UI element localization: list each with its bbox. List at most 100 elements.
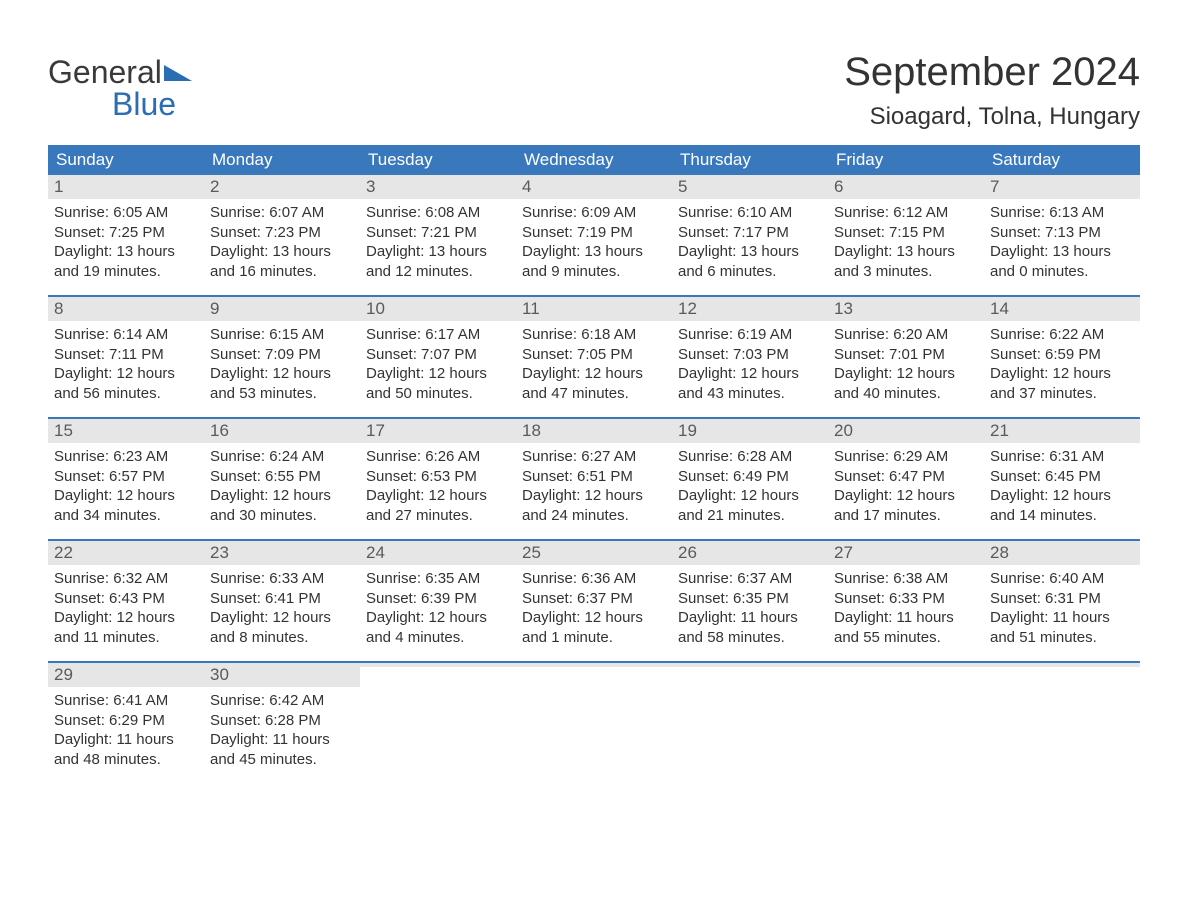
sunrise-line: Sunrise: 6:37 AM xyxy=(678,569,822,589)
daylight-line: Daylight: 13 hours and 19 minutes. xyxy=(54,242,198,281)
day-info: Sunrise: 6:05 AMSunset: 7:25 PMDaylight:… xyxy=(48,199,204,281)
sunrise-line: Sunrise: 6:19 AM xyxy=(678,325,822,345)
day-info: Sunrise: 6:36 AMSunset: 6:37 PMDaylight:… xyxy=(516,565,672,647)
sunset-line: Sunset: 7:19 PM xyxy=(522,223,666,243)
sunrise-line: Sunrise: 6:40 AM xyxy=(990,569,1134,589)
day-info: Sunrise: 6:12 AMSunset: 7:15 PMDaylight:… xyxy=(828,199,984,281)
sunset-line: Sunset: 6:49 PM xyxy=(678,467,822,487)
daylight-line: Daylight: 13 hours and 0 minutes. xyxy=(990,242,1134,281)
day-info: Sunrise: 6:27 AMSunset: 6:51 PMDaylight:… xyxy=(516,443,672,525)
sunrise-line: Sunrise: 6:33 AM xyxy=(210,569,354,589)
day-number: 21 xyxy=(984,419,1140,443)
day-number: 6 xyxy=(828,175,984,199)
daylight-line: Daylight: 12 hours and 17 minutes. xyxy=(834,486,978,525)
sunrise-line: Sunrise: 6:42 AM xyxy=(210,691,354,711)
sunset-line: Sunset: 7:17 PM xyxy=(678,223,822,243)
calendar-day-cell: 8Sunrise: 6:14 AMSunset: 7:11 PMDaylight… xyxy=(48,297,204,403)
weekday-header-cell: Tuesday xyxy=(360,150,516,170)
sunset-line: Sunset: 6:53 PM xyxy=(366,467,510,487)
sunset-line: Sunset: 6:47 PM xyxy=(834,467,978,487)
daylight-line: Daylight: 13 hours and 6 minutes. xyxy=(678,242,822,281)
weekday-header-cell: Monday xyxy=(204,150,360,170)
calendar: SundayMondayTuesdayWednesdayThursdayFrid… xyxy=(48,145,1140,769)
day-info: Sunrise: 6:24 AMSunset: 6:55 PMDaylight:… xyxy=(204,443,360,525)
daylight-line: Daylight: 12 hours and 4 minutes. xyxy=(366,608,510,647)
daylight-line: Daylight: 11 hours and 51 minutes. xyxy=(990,608,1134,647)
day-number: 28 xyxy=(984,541,1140,565)
daylight-line: Daylight: 11 hours and 45 minutes. xyxy=(210,730,354,769)
calendar-day-cell: 20Sunrise: 6:29 AMSunset: 6:47 PMDayligh… xyxy=(828,419,984,525)
calendar-day-cell: 22Sunrise: 6:32 AMSunset: 6:43 PMDayligh… xyxy=(48,541,204,647)
day-number: 4 xyxy=(516,175,672,199)
calendar-day-cell xyxy=(828,663,984,769)
calendar-week: 1Sunrise: 6:05 AMSunset: 7:25 PMDaylight… xyxy=(48,175,1140,281)
day-info: Sunrise: 6:42 AMSunset: 6:28 PMDaylight:… xyxy=(204,687,360,769)
logo-text-blue: Blue xyxy=(112,86,176,122)
day-info: Sunrise: 6:13 AMSunset: 7:13 PMDaylight:… xyxy=(984,199,1140,281)
sunset-line: Sunset: 7:25 PM xyxy=(54,223,198,243)
sunset-line: Sunset: 6:45 PM xyxy=(990,467,1134,487)
sunrise-line: Sunrise: 6:12 AM xyxy=(834,203,978,223)
day-number: 19 xyxy=(672,419,828,443)
sunrise-line: Sunrise: 6:27 AM xyxy=(522,447,666,467)
weekday-header-cell: Sunday xyxy=(48,150,204,170)
calendar-day-cell xyxy=(984,663,1140,769)
calendar-day-cell: 25Sunrise: 6:36 AMSunset: 6:37 PMDayligh… xyxy=(516,541,672,647)
sunrise-line: Sunrise: 6:36 AM xyxy=(522,569,666,589)
day-number: 26 xyxy=(672,541,828,565)
sunset-line: Sunset: 7:13 PM xyxy=(990,223,1134,243)
day-number: 18 xyxy=(516,419,672,443)
sunrise-line: Sunrise: 6:18 AM xyxy=(522,325,666,345)
calendar-day-cell: 9Sunrise: 6:15 AMSunset: 7:09 PMDaylight… xyxy=(204,297,360,403)
calendar-day-cell: 3Sunrise: 6:08 AMSunset: 7:21 PMDaylight… xyxy=(360,175,516,281)
day-info: Sunrise: 6:19 AMSunset: 7:03 PMDaylight:… xyxy=(672,321,828,403)
calendar-day-cell: 17Sunrise: 6:26 AMSunset: 6:53 PMDayligh… xyxy=(360,419,516,525)
day-info: Sunrise: 6:32 AMSunset: 6:43 PMDaylight:… xyxy=(48,565,204,647)
sunset-line: Sunset: 7:23 PM xyxy=(210,223,354,243)
calendar-day-cell: 12Sunrise: 6:19 AMSunset: 7:03 PMDayligh… xyxy=(672,297,828,403)
sunrise-line: Sunrise: 6:05 AM xyxy=(54,203,198,223)
calendar-day-cell: 2Sunrise: 6:07 AMSunset: 7:23 PMDaylight… xyxy=(204,175,360,281)
sunrise-line: Sunrise: 6:35 AM xyxy=(366,569,510,589)
sunrise-line: Sunrise: 6:08 AM xyxy=(366,203,510,223)
weekday-header-row: SundayMondayTuesdayWednesdayThursdayFrid… xyxy=(48,145,1140,175)
sunset-line: Sunset: 6:29 PM xyxy=(54,711,198,731)
day-info: Sunrise: 6:22 AMSunset: 6:59 PMDaylight:… xyxy=(984,321,1140,403)
day-number: 22 xyxy=(48,541,204,565)
sunset-line: Sunset: 6:59 PM xyxy=(990,345,1134,365)
day-info: Sunrise: 6:17 AMSunset: 7:07 PMDaylight:… xyxy=(360,321,516,403)
daylight-line: Daylight: 13 hours and 12 minutes. xyxy=(366,242,510,281)
calendar-day-cell: 30Sunrise: 6:42 AMSunset: 6:28 PMDayligh… xyxy=(204,663,360,769)
sunrise-line: Sunrise: 6:26 AM xyxy=(366,447,510,467)
daylight-line: Daylight: 12 hours and 50 minutes. xyxy=(366,364,510,403)
day-info: Sunrise: 6:18 AMSunset: 7:05 PMDaylight:… xyxy=(516,321,672,403)
calendar-week: 29Sunrise: 6:41 AMSunset: 6:29 PMDayligh… xyxy=(48,661,1140,769)
calendar-day-cell: 23Sunrise: 6:33 AMSunset: 6:41 PMDayligh… xyxy=(204,541,360,647)
daylight-line: Daylight: 12 hours and 56 minutes. xyxy=(54,364,198,403)
calendar-day-cell: 19Sunrise: 6:28 AMSunset: 6:49 PMDayligh… xyxy=(672,419,828,525)
sunset-line: Sunset: 7:15 PM xyxy=(834,223,978,243)
sunset-line: Sunset: 6:37 PM xyxy=(522,589,666,609)
day-number: 7 xyxy=(984,175,1140,199)
day-info: Sunrise: 6:38 AMSunset: 6:33 PMDaylight:… xyxy=(828,565,984,647)
day-number: 9 xyxy=(204,297,360,321)
day-number: 8 xyxy=(48,297,204,321)
day-info: Sunrise: 6:41 AMSunset: 6:29 PMDaylight:… xyxy=(48,687,204,769)
daylight-line: Daylight: 12 hours and 24 minutes. xyxy=(522,486,666,525)
weekday-header-cell: Friday xyxy=(828,150,984,170)
daylight-line: Daylight: 12 hours and 37 minutes. xyxy=(990,364,1134,403)
calendar-day-cell: 4Sunrise: 6:09 AMSunset: 7:19 PMDaylight… xyxy=(516,175,672,281)
sunrise-line: Sunrise: 6:29 AM xyxy=(834,447,978,467)
day-number: 30 xyxy=(204,663,360,687)
daylight-line: Daylight: 12 hours and 8 minutes. xyxy=(210,608,354,647)
calendar-day-cell: 29Sunrise: 6:41 AMSunset: 6:29 PMDayligh… xyxy=(48,663,204,769)
calendar-week: 8Sunrise: 6:14 AMSunset: 7:11 PMDaylight… xyxy=(48,295,1140,403)
sunrise-line: Sunrise: 6:13 AM xyxy=(990,203,1134,223)
calendar-week: 22Sunrise: 6:32 AMSunset: 6:43 PMDayligh… xyxy=(48,539,1140,647)
daylight-line: Daylight: 12 hours and 34 minutes. xyxy=(54,486,198,525)
day-info: Sunrise: 6:35 AMSunset: 6:39 PMDaylight:… xyxy=(360,565,516,647)
daylight-line: Daylight: 11 hours and 55 minutes. xyxy=(834,608,978,647)
day-info: Sunrise: 6:33 AMSunset: 6:41 PMDaylight:… xyxy=(204,565,360,647)
day-number: 2 xyxy=(204,175,360,199)
day-info: Sunrise: 6:29 AMSunset: 6:47 PMDaylight:… xyxy=(828,443,984,525)
